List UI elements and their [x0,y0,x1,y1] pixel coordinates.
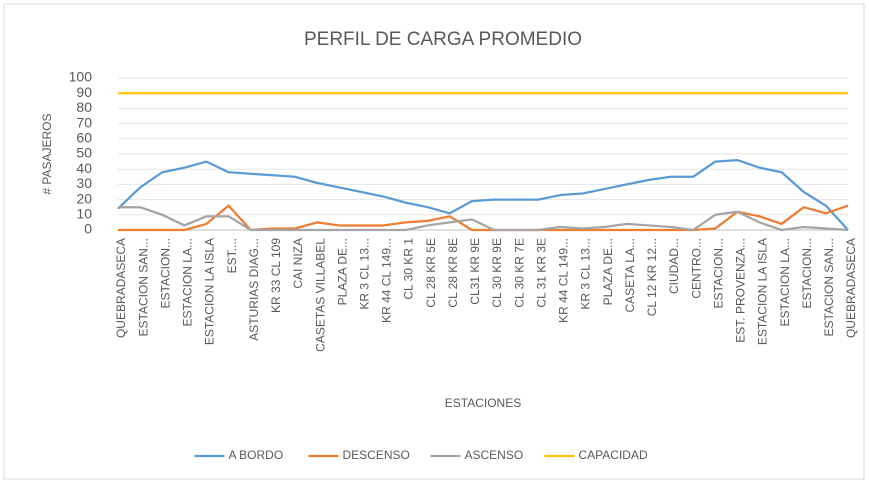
x-tick-label: ESTACION... [800,238,814,308]
x-tick-label: ESTACION LA... [778,238,792,326]
x-tick-label: ESTACION... [158,238,172,308]
y-tick-label: 10 [76,206,92,222]
x-tick-label: QUEBRADASECA [114,238,128,338]
x-tick-label: KR 3 CL 13... [579,238,593,310]
y-tick-label: 0 [84,221,92,237]
x-tick-label: EST. PROVENZA... [734,238,748,343]
x-tick-label: CIUDAD... [667,238,681,294]
legend-label: CAPACIDAD [579,448,648,462]
x-tick-label: PLAZA DE... [335,238,349,305]
y-tick-label: 20 [76,190,92,206]
x-tick-label: CL 30 KR 9E [490,238,504,308]
legend-label: ASCENSO [465,448,524,462]
x-tick-label: KR 3 CL 13... [358,238,372,310]
y-tick-label: 40 [76,160,92,176]
x-tick-label: KR 33 CL 109 [269,238,283,313]
chart-title: PERFIL DE CARGA PROMEDIO [304,29,582,50]
x-tick-label: CENTRO... [689,238,703,299]
series-line [117,158,849,231]
x-tick-label: CL31 KR 9E [468,238,482,305]
y-axis-title: # PASAJEROS [40,113,54,194]
x-tick-label: CL 30 KR 1 [402,238,416,300]
x-tick-label: ESTACION SAN... [136,238,150,336]
x-tick-label: CL 30 KR 7E [512,238,526,308]
y-tick-label: 80 [76,99,92,115]
y-tick-label: 90 [76,84,92,100]
x-tick-label: CAI NIZA [291,238,305,289]
x-tick-label: ESTACION... [711,238,725,308]
legend-label: DESCENSO [343,448,410,462]
x-tick-label: CASETA LA... [623,238,637,312]
y-tick-label: 60 [76,130,92,146]
x-tick-label: EST.... [225,238,239,273]
x-tick-label: CL 28 KR 8E [446,238,460,308]
legend-label: A BORDO [229,448,284,462]
x-tick-label: ASTURIAS DIAG... [247,238,261,341]
x-tick-label: QUEBRADASECA [844,238,858,338]
x-tick-label: KR 44 CL 149... [557,238,571,323]
series-line [118,204,849,232]
x-tick-label: CL 28 KR 5E [424,238,438,308]
x-tick-label: CL 12 KR 12... [645,238,659,316]
x-tick-label: ESTACION LA ISLA [756,238,770,345]
series-line [118,206,849,232]
y-tick-label: 50 [76,145,92,161]
y-tick-label: 30 [76,175,92,191]
x-tick-label: ESTACION SAN... [822,238,836,336]
x-axis-title: ESTACIONES [445,396,521,410]
y-tick-label: 100 [69,69,93,85]
x-tick-label: CL 31 KR 3E [534,238,548,308]
x-tick-label: ESTACION LA ISLA [203,238,217,345]
x-tick-label: CASETAS VILLABEL [313,238,327,352]
chart-border [3,3,865,480]
x-tick-label: PLAZA DE... [601,238,615,305]
x-tick-label: ESTACION LA... [181,238,195,326]
x-tick-label: KR 44 CL 149... [380,238,394,323]
y-tick-label: 70 [76,114,92,130]
